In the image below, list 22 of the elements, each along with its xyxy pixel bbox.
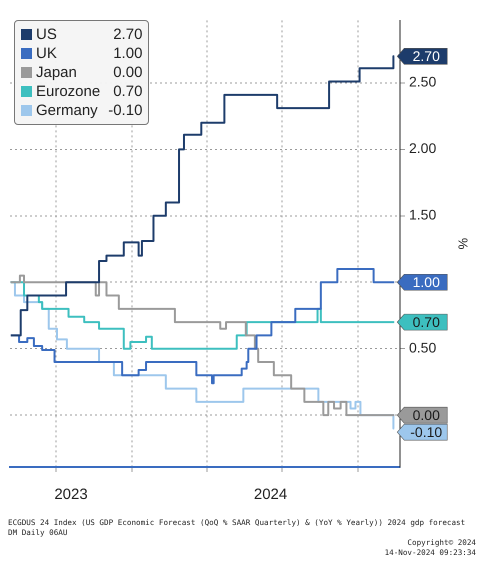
data-label: 0.00	[412, 407, 440, 424]
data-label: -0.10	[410, 424, 442, 440]
y-axis-title: %	[456, 238, 471, 250]
legend-label: UK	[36, 44, 58, 63]
legend-label: Japan	[36, 63, 78, 82]
y-tick-label: 2.50	[409, 74, 436, 90]
data-label: 1.00	[412, 274, 440, 290]
y-tick-label: 0.50	[409, 340, 436, 356]
data-label: 0.70	[412, 314, 440, 330]
legend-label: Eurozone	[36, 82, 100, 101]
x-tick-label: 2023	[54, 486, 88, 504]
text: 0.00	[113, 64, 142, 81]
text: 2.70	[113, 26, 142, 43]
data-label: 2.70	[412, 48, 440, 64]
text: -0.10	[108, 102, 142, 119]
y-tick-label: 1.50	[409, 206, 436, 223]
legend-label: Germany	[36, 101, 99, 120]
text: 0.70	[113, 83, 142, 100]
y-tick-label: 2.00	[409, 140, 436, 156]
legend-label: US	[36, 25, 58, 44]
x-tick-label: 2024	[254, 486, 288, 504]
text: 1.00	[113, 45, 142, 62]
